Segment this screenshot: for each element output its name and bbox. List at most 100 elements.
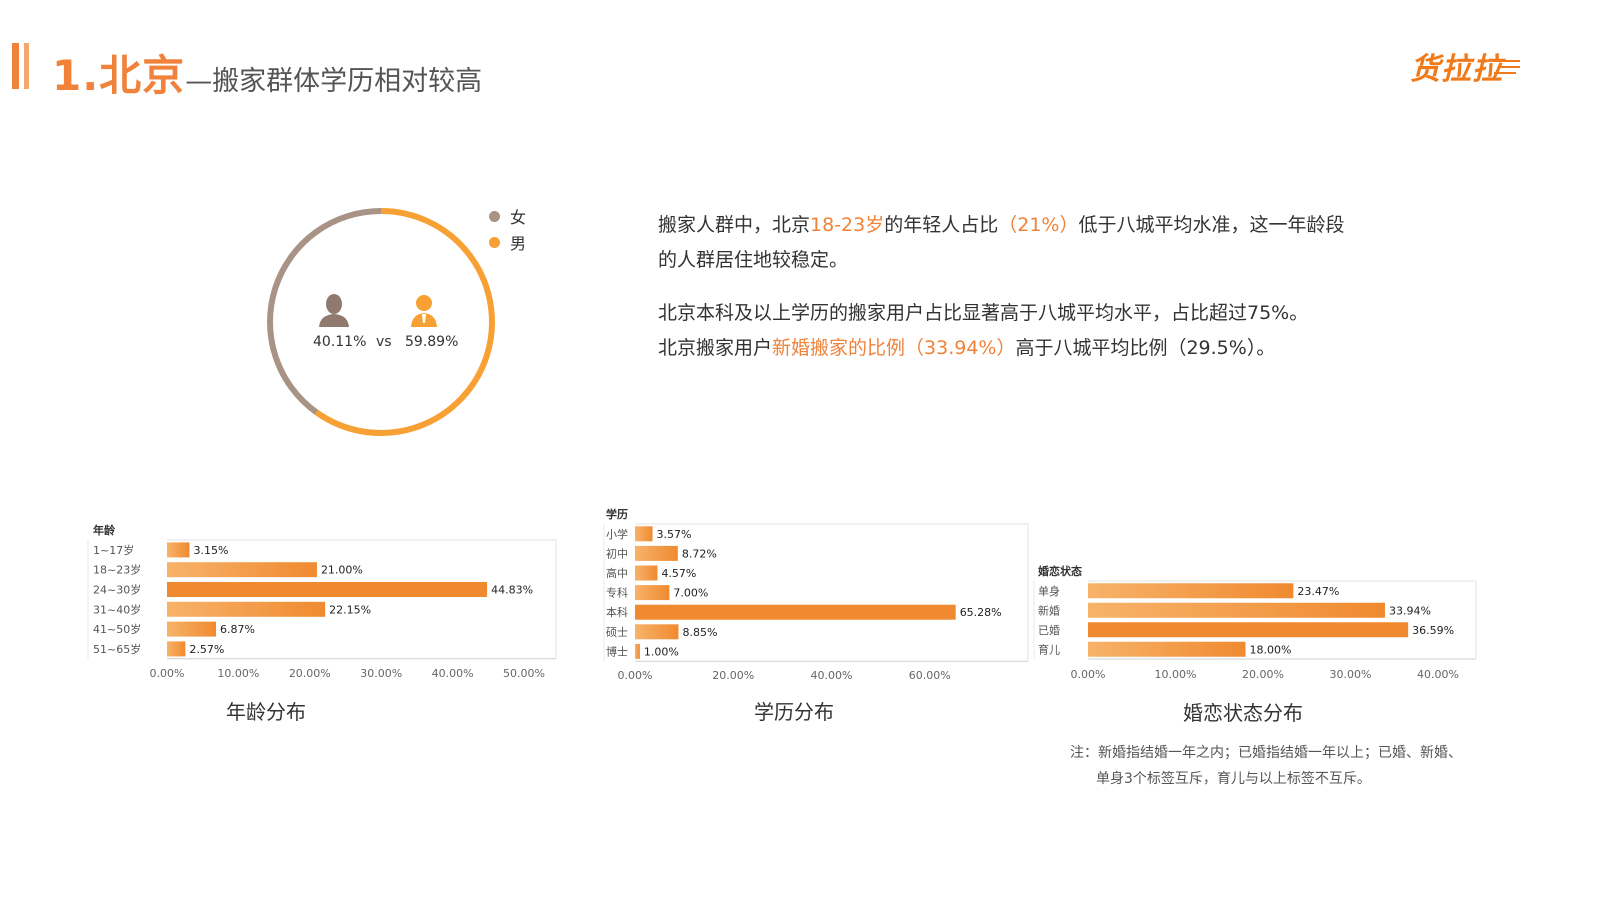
edu-category-label: 硕士 [606,626,628,639]
age-bar [167,601,326,617]
highlight-newlywed: 新婚搬家的比例（33.94%） [772,337,1016,359]
accent-bar [12,43,19,89]
edu-x-tick-label: 20.00% [712,669,754,682]
insight-text: 搬家人群中，北京18-23岁的年轻人占比（21%）低于八城平均水准，这一年龄段的… [658,208,1358,384]
edu-category-label: 本科 [606,605,628,619]
marriage-category-label: 已婚 [1038,623,1060,637]
marriage-category-label: 新婚 [1038,603,1060,617]
edu-value-label: 4.57% [661,567,696,580]
age-category-label: 1~17岁 [93,543,134,557]
edu-bar [635,545,678,561]
marriage-x-tick-label: 20.00% [1242,668,1284,681]
insight-paragraph-edu: 北京本科及以上学历的搬家用户占比显著高于八城平均水平，占比超过75%。 北京搬家… [658,296,1358,366]
age-value-label: 22.15% [329,603,371,616]
age-x-tick-label: 0.00% [150,667,185,680]
marriage-x-tick-label: 40.00% [1417,668,1459,681]
age-x-tick-label: 10.00% [217,667,259,680]
age-x-tick-label: 30.00% [360,667,402,680]
age-bar [167,582,488,597]
age-axis-title: 年龄 [93,523,116,537]
age-bar [167,621,217,637]
edu-chart-caption: 学历分布 [754,700,834,724]
age-category-label: 18~23岁 [93,563,141,577]
highlight-age-pct: （21%） [998,214,1079,236]
marriage-bar [1088,583,1294,599]
edu-value-label: 8.72% [682,547,717,560]
edu-bar [635,585,670,601]
edu-x-tick-label: 40.00% [811,669,853,682]
edu-value-label: 65.28% [960,606,1002,619]
text-segment: 高于八城平均比例（29.5%）。 [1015,337,1276,359]
age-category-label: 24~30岁 [93,583,141,597]
edu-x-tick-label: 60.00% [909,669,951,682]
donut-slice-male [314,208,495,436]
legend-item-male: 男 [489,229,526,255]
text-segment: 搬家人群中，北京 [658,214,811,236]
age-bar [167,562,317,578]
female-person-icon [319,294,349,327]
female-percentage: 40.11% [313,334,367,350]
highlight-age-range: 18-23岁 [810,214,885,236]
page-title-sub: —搬家群体学历相对较高 [185,66,483,97]
edu-value-label: 8.85% [682,626,717,639]
edu-category-label: 高中 [606,566,628,580]
vs-label: vs [376,334,392,350]
page-title: 1.北京—搬家群体学历相对较高 [52,42,482,103]
footnote-line-1: 注：新婚指结婚一年之内；已婚指结婚一年以上；已婚、新婚、 [1070,745,1462,761]
marriage-value-label: 36.59% [1412,624,1454,637]
marriage-x-tick-label: 10.00% [1155,668,1197,681]
accent-bar-secondary [24,43,29,89]
text-segment: 的年轻人占比 [884,214,999,236]
legend-dot-male [489,236,500,248]
age-bar-chart: 年龄 1~17岁 3.15% 18~23岁 21.00% 24~30岁 44.83% 31~4… [87,523,557,680]
marriage-chart-caption: 婚恋状态分布 [1183,701,1303,725]
legend-dot-female [489,210,500,222]
text-segment: 北京本科及以上学历的搬家用户占比显著高于八城平均水平，占比超过75%。 [658,302,1309,324]
age-category-label: 31~40岁 [93,602,141,616]
edu-value-label: 3.57% [657,528,692,541]
edu-category-label: 专科 [606,586,628,600]
marriage-bar [1088,641,1246,657]
gender-legend: 女 男 [489,203,526,255]
edu-bar [635,565,658,581]
age-value-label: 44.83% [491,584,533,597]
edu-axis-title: 学历 [606,507,628,521]
insight-paragraph-age: 搬家人群中，北京18-23岁的年轻人占比（21%）低于八城平均水准，这一年龄段的… [658,208,1358,278]
marriage-category-label: 育儿 [1038,642,1060,656]
age-value-label: 6.87% [220,623,255,636]
male-percentage: 59.89% [405,334,459,350]
marriage-value-label: 23.47% [1297,585,1339,598]
legend-label-female: 女 [510,208,527,227]
edu-category-label: 初中 [606,546,628,560]
logo-speed-lines-icon [1494,60,1520,74]
age-x-tick-label: 40.00% [432,667,474,680]
age-bar [167,542,190,558]
marriage-category-label: 单身 [1038,584,1060,598]
marriage-bar [1088,622,1409,638]
age-value-label: 2.57% [189,643,224,656]
male-person-icon [411,295,437,327]
text-segment: 低于八城平均水准，这一年龄段的人群居住地较稳定。 [658,214,1345,271]
edu-bar [635,604,956,620]
edu-x-tick-label: 0.00% [618,669,653,682]
age-category-label: 51~65岁 [93,642,141,656]
footnote-line-2: 单身3个标签互斥，育儿与以上标签不互斥。 [1096,771,1371,787]
age-bar [167,641,186,657]
edu-bar [635,526,653,542]
legend-item-female: 女 [489,203,526,229]
age-x-tick-label: 50.00% [503,667,545,680]
edu-category-label: 小学 [606,527,628,541]
page-title-main: 1.北京 [52,51,186,100]
marriage-x-tick-label: 0.00% [1071,668,1106,681]
marriage-x-tick-label: 30.00% [1330,668,1372,681]
marriage-axis-title: 婚恋状态 [1038,564,1082,578]
age-value-label: 21.00% [321,564,363,577]
age-category-label: 41~50岁 [93,622,141,636]
edu-value-label: 1.00% [644,645,679,658]
legend-label-male: 男 [510,234,527,253]
marriage-value-label: 18.00% [1250,643,1292,656]
brand-logo: 货拉拉 [1410,52,1503,87]
